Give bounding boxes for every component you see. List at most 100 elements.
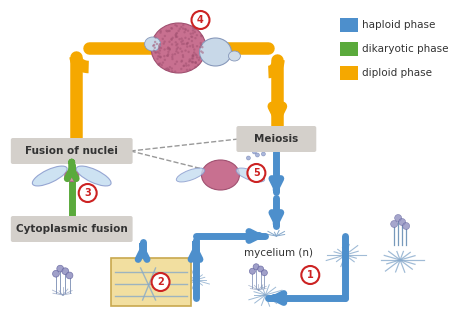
Circle shape xyxy=(181,50,183,53)
Circle shape xyxy=(175,33,177,35)
Circle shape xyxy=(201,35,203,37)
Circle shape xyxy=(200,50,202,52)
Circle shape xyxy=(186,45,189,48)
Circle shape xyxy=(195,54,198,57)
Circle shape xyxy=(180,26,182,28)
Circle shape xyxy=(158,44,160,47)
Circle shape xyxy=(194,53,197,55)
Circle shape xyxy=(158,63,160,65)
Circle shape xyxy=(199,46,201,48)
Circle shape xyxy=(178,38,181,40)
Circle shape xyxy=(157,64,160,66)
Circle shape xyxy=(185,62,187,65)
Circle shape xyxy=(170,39,173,41)
Text: dikaryotic phase: dikaryotic phase xyxy=(362,44,449,54)
Circle shape xyxy=(171,70,173,72)
Circle shape xyxy=(168,41,171,43)
Circle shape xyxy=(182,65,185,67)
Circle shape xyxy=(185,64,188,67)
Circle shape xyxy=(193,51,195,54)
Circle shape xyxy=(174,24,176,26)
Circle shape xyxy=(192,29,194,32)
Circle shape xyxy=(191,44,194,46)
Circle shape xyxy=(301,266,319,284)
Circle shape xyxy=(192,46,194,48)
Circle shape xyxy=(175,44,178,46)
Circle shape xyxy=(182,40,184,42)
Circle shape xyxy=(191,61,193,63)
Circle shape xyxy=(174,71,176,73)
Circle shape xyxy=(189,60,191,62)
Circle shape xyxy=(164,48,166,51)
Circle shape xyxy=(189,45,191,47)
Circle shape xyxy=(160,47,162,49)
Circle shape xyxy=(183,64,185,67)
Circle shape xyxy=(175,36,177,38)
Circle shape xyxy=(174,63,176,65)
Circle shape xyxy=(176,32,178,34)
Circle shape xyxy=(164,35,166,37)
Circle shape xyxy=(158,52,161,55)
Circle shape xyxy=(258,266,264,272)
Circle shape xyxy=(253,264,259,270)
FancyBboxPatch shape xyxy=(11,216,133,242)
Circle shape xyxy=(154,46,156,49)
Circle shape xyxy=(154,41,156,43)
Circle shape xyxy=(252,150,256,154)
Circle shape xyxy=(188,60,191,63)
FancyBboxPatch shape xyxy=(110,258,191,306)
Circle shape xyxy=(195,62,197,64)
Circle shape xyxy=(183,31,186,33)
Circle shape xyxy=(171,56,173,58)
Circle shape xyxy=(152,45,155,47)
Circle shape xyxy=(402,223,410,230)
Text: 4: 4 xyxy=(197,15,204,25)
Text: Cytoplasmic fusion: Cytoplasmic fusion xyxy=(16,224,128,234)
Circle shape xyxy=(168,49,171,51)
Circle shape xyxy=(170,27,173,29)
Circle shape xyxy=(192,55,195,57)
Circle shape xyxy=(192,54,194,56)
Circle shape xyxy=(179,47,182,50)
Circle shape xyxy=(187,30,189,32)
Circle shape xyxy=(57,265,64,272)
Circle shape xyxy=(255,153,259,157)
Circle shape xyxy=(196,45,198,47)
Circle shape xyxy=(177,30,180,32)
Text: 3: 3 xyxy=(84,188,91,198)
Circle shape xyxy=(188,38,190,40)
Ellipse shape xyxy=(32,166,67,186)
Circle shape xyxy=(167,53,169,55)
Circle shape xyxy=(156,43,158,45)
Circle shape xyxy=(168,69,170,71)
Circle shape xyxy=(175,48,178,50)
Circle shape xyxy=(201,52,204,54)
Circle shape xyxy=(159,56,162,58)
Circle shape xyxy=(159,32,162,34)
Circle shape xyxy=(187,64,190,67)
Circle shape xyxy=(154,51,156,53)
Circle shape xyxy=(189,58,191,61)
Circle shape xyxy=(186,69,188,71)
Circle shape xyxy=(157,55,159,57)
Circle shape xyxy=(174,53,176,55)
Circle shape xyxy=(180,68,182,70)
Circle shape xyxy=(185,43,188,45)
FancyBboxPatch shape xyxy=(237,126,316,152)
Circle shape xyxy=(261,152,265,156)
Circle shape xyxy=(192,61,194,63)
Circle shape xyxy=(191,57,193,60)
Circle shape xyxy=(246,156,250,160)
Circle shape xyxy=(171,27,173,30)
Circle shape xyxy=(166,67,169,70)
Circle shape xyxy=(175,50,178,52)
Circle shape xyxy=(155,51,157,54)
Circle shape xyxy=(79,184,97,202)
Circle shape xyxy=(166,30,169,33)
Circle shape xyxy=(163,55,165,57)
Circle shape xyxy=(179,28,181,30)
Circle shape xyxy=(249,268,255,274)
Circle shape xyxy=(182,43,185,45)
Circle shape xyxy=(163,43,165,45)
Circle shape xyxy=(159,56,162,59)
